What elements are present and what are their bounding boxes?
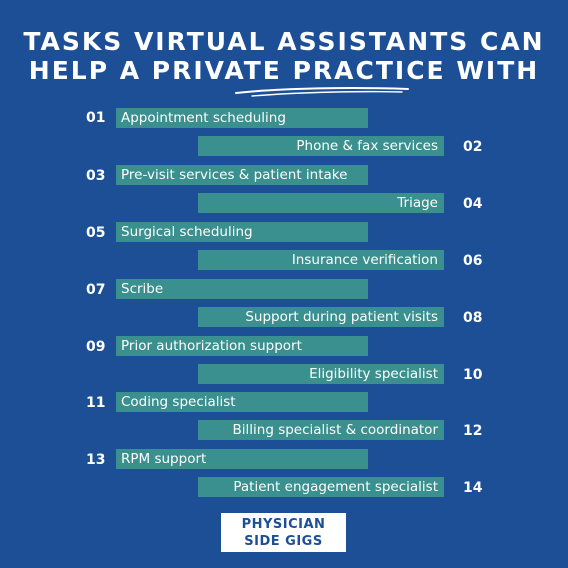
task-number: 05 [86,225,106,241]
task-bar: Eligibility specialist [198,364,444,384]
task-bar: Support during patient visits [198,307,444,327]
task-number: 12 [463,423,483,439]
task-number: 09 [86,339,106,355]
task-number: 06 [463,253,483,269]
task-number: 03 [86,168,106,184]
title-underline-swoosh [235,87,409,97]
task-number: 10 [463,367,483,383]
physician-side-gigs-logo: PHYSICIAN SIDE GIGS [221,513,346,552]
task-number: 11 [86,395,106,411]
page-title-line-1: TASKS VIRTUAL ASSISTANTS CAN [23,27,545,56]
logo-line-1: PHYSICIAN [241,517,326,532]
task-number: 02 [463,139,483,155]
task-bar: Billing specialist & coordinator [198,420,444,440]
task-bar: Coding specialist [116,392,368,412]
task-number: 13 [86,452,106,468]
task-number: 01 [86,110,106,126]
task-bar: Appointment scheduling [116,108,368,128]
logo-line-2: SIDE GIGS [244,534,323,549]
task-bar: Triage [198,193,444,213]
page-title-line-2: HELP A PRIVATE PRACTICE WITH [28,56,540,85]
task-number: 04 [463,196,483,212]
task-bar: Prior authorization support [116,336,368,356]
task-number: 07 [86,282,106,298]
task-bar: Pre-visit services & patient intake [116,165,368,185]
task-bar: RPM support [116,449,368,469]
task-number: 08 [463,310,483,326]
task-bar: Scribe [116,279,368,299]
task-number: 14 [463,480,483,496]
task-bar: Insurance verification [198,250,444,270]
task-bar: Patient engagement specialist [198,477,444,497]
task-bar: Surgical scheduling [116,222,368,242]
task-bar: Phone & fax services [198,136,444,156]
